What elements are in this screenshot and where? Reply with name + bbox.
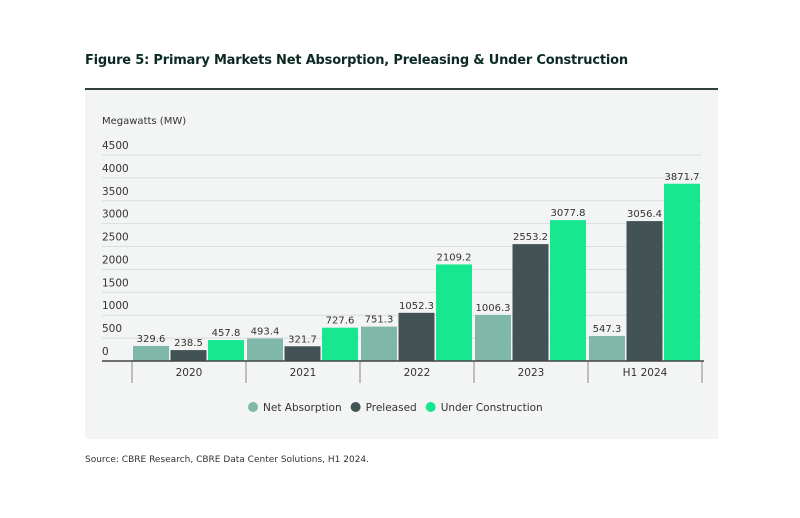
- legend-marker: [425, 402, 436, 412]
- bar-net-absorption: [475, 314, 511, 361]
- y-tick-label: 2500: [102, 232, 129, 244]
- data-label: 3077.8: [551, 208, 586, 219]
- data-label: 547.3: [593, 324, 622, 335]
- y-tick-label: 4000: [102, 163, 129, 175]
- legend-label: Net Absorption: [263, 402, 342, 414]
- data-label: 238.5: [174, 338, 203, 349]
- bar-preleased: [512, 244, 549, 361]
- y-tick-label: 3000: [102, 209, 129, 221]
- bar-net-absorption: [589, 335, 625, 361]
- bar-net-absorption: [133, 345, 169, 361]
- y-tick-label: 4500: [102, 140, 129, 152]
- source-note: Source: CBRE Research, CBRE Data Center …: [85, 455, 370, 465]
- x-tick-label: 2020: [176, 367, 203, 379]
- bar-under-construction: [550, 220, 586, 361]
- data-label: 751.3: [365, 315, 394, 326]
- bar-net-absorption: [247, 338, 283, 361]
- x-tick-label: 2023: [518, 367, 545, 379]
- data-label: 329.6: [137, 334, 166, 345]
- data-label: 2553.2: [513, 232, 548, 243]
- bar-under-construction: [436, 264, 472, 361]
- legend-marker: [248, 402, 258, 412]
- legend-label: Preleased: [366, 402, 417, 414]
- bar-net-absorption: [361, 326, 397, 361]
- chart-panel: [85, 88, 718, 439]
- bar-preleased: [626, 221, 663, 361]
- data-label: 1006.3: [476, 303, 511, 314]
- data-label: 1052.3: [399, 301, 434, 312]
- bar-under-construction: [322, 327, 358, 361]
- data-label: 457.8: [212, 328, 241, 339]
- data-label: 3056.4: [627, 209, 662, 220]
- y-tick-label: 500: [102, 323, 122, 335]
- y-tick-label: 1000: [102, 300, 129, 312]
- y-tick-label: 3500: [102, 186, 129, 198]
- legend-label: Under Construction: [441, 402, 543, 414]
- x-tick-label: H1 2024: [623, 367, 668, 379]
- y-tick-label: 1500: [102, 277, 129, 289]
- bar-under-construction: [208, 340, 244, 361]
- y-tick-label: 0: [102, 346, 109, 358]
- data-label: 493.4: [251, 326, 280, 337]
- x-tick-label: 2021: [290, 367, 317, 379]
- data-label: 3871.7: [665, 172, 700, 183]
- x-tick-label: 2022: [404, 367, 431, 379]
- y-axis-title: Megawatts (MW): [102, 116, 186, 127]
- legend-marker: [350, 402, 361, 412]
- y-tick-label: 2000: [102, 254, 129, 266]
- data-label: 321.7: [288, 334, 317, 345]
- chart-title: Figure 5: Primary Markets Net Absorption…: [85, 53, 628, 68]
- bar-preleased: [398, 312, 435, 361]
- bar-preleased: [284, 346, 321, 361]
- data-label: 727.6: [326, 316, 355, 327]
- bar-under-construction: [664, 183, 700, 361]
- data-label: 2109.2: [437, 252, 472, 263]
- bar-preleased: [170, 350, 207, 361]
